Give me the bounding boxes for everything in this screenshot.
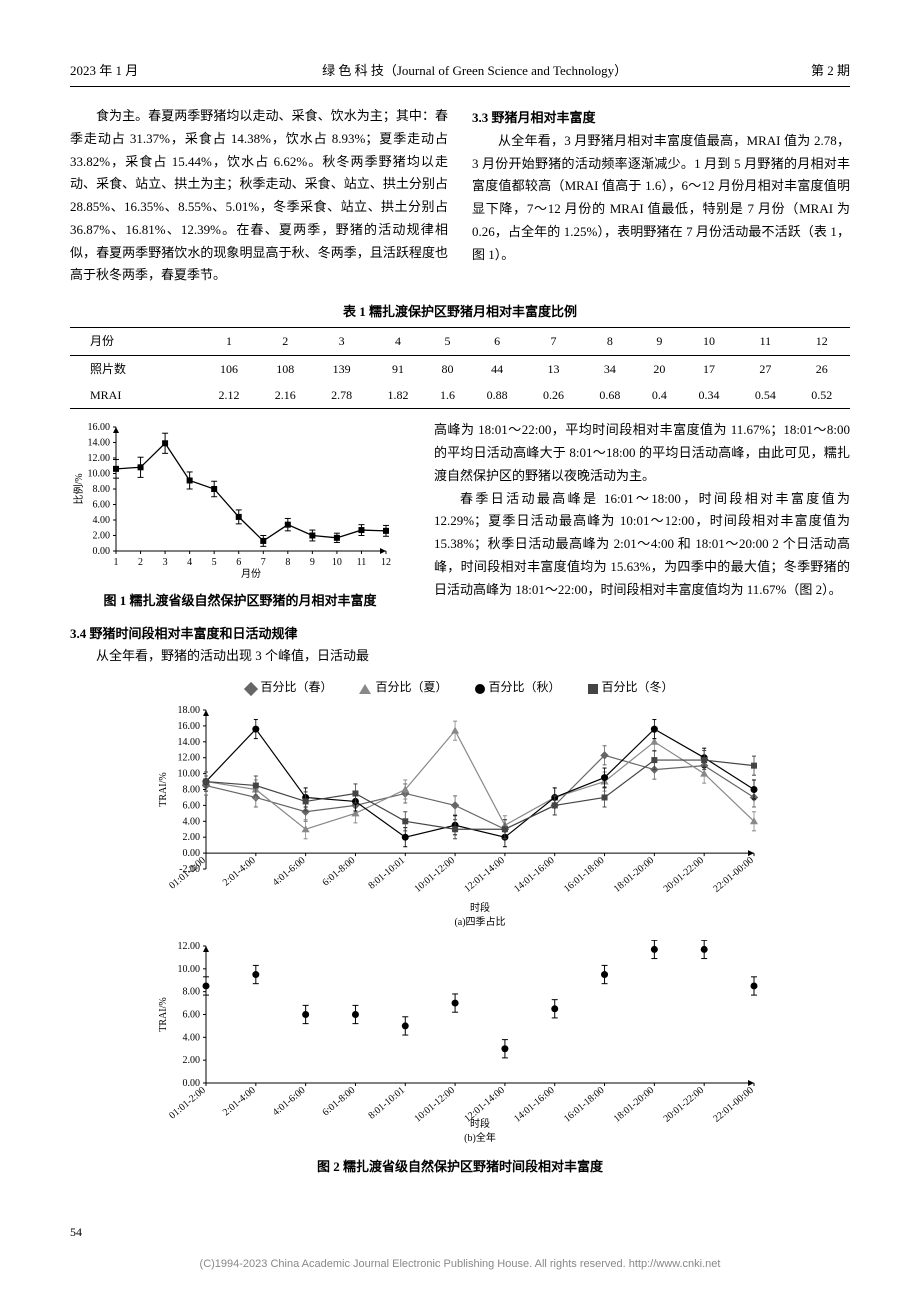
svg-text:18:01-20:00: 18:01-20:00	[612, 1085, 657, 1125]
svg-text:8:01-10:01: 8:01-10:01	[367, 1085, 408, 1122]
svg-text:8.00: 8.00	[93, 484, 111, 495]
left-p1: 食为主。春夏两季野猪均以走动、采食、饮水为主；其中：春季走动占 31.37%，采…	[70, 105, 448, 287]
svg-text:12: 12	[381, 557, 391, 568]
sec-3-3-title: 3.3 野猪月相对丰富度	[472, 107, 850, 130]
svg-text:6:01-8:00: 6:01-8:00	[321, 1085, 358, 1118]
svg-text:18:01-20:00: 18:01-20:00	[612, 855, 657, 895]
sec-3-4-title: 3.4 野猪时间段相对丰富度和日活动规律	[70, 623, 410, 645]
svg-text:2:01-4:00: 2:01-4:00	[221, 855, 258, 888]
svg-text:4:01-6:00: 4:01-6:00	[271, 855, 308, 888]
svg-text:22:01-00:00: 22:01-00:00	[711, 1085, 756, 1125]
svg-text:10:01-12:00: 10:01-12:00	[412, 1085, 457, 1125]
right-column: 3.3 野猪月相对丰富度 从全年看，3 月野猪月相对丰富度值最高，MRAI 值为…	[472, 105, 850, 287]
svg-text:16:01-18:00: 16:01-18:00	[562, 855, 607, 895]
svg-text:3: 3	[163, 557, 168, 568]
svg-text:01:01-2:00: 01:01-2:00	[167, 1085, 208, 1122]
fig2-legend: 百分比（春） 百分比（夏） 百分比（秋） 百分比（冬）	[70, 677, 850, 697]
svg-text:6.00: 6.00	[183, 800, 201, 811]
svg-text:6:01-8:00: 6:01-8:00	[321, 855, 358, 888]
svg-text:2: 2	[138, 557, 143, 568]
fig1-caption: 图 1 糯扎渡省级自然保护区野猪的月相对丰富度	[70, 590, 410, 612]
svg-text:12:01-14:00: 12:01-14:00	[462, 855, 507, 895]
svg-text:22:01-00:00: 22:01-00:00	[711, 855, 756, 895]
svg-text:01:01-2:00: 01:01-2:00	[167, 855, 208, 892]
sec34-right-p1: 高峰为 18:01～22:00，平均时间段相对丰富度值为 11.67%；18:0…	[434, 419, 850, 487]
svg-text:10.00: 10.00	[178, 768, 201, 779]
svg-text:9: 9	[310, 557, 315, 568]
svg-text:4:01-6:00: 4:01-6:00	[271, 1085, 308, 1118]
svg-text:4.00: 4.00	[183, 1032, 201, 1043]
figure-1: 0.00 2.00 4.00 6.00 8.00 10.00 12.00 14.00 16.00…	[70, 419, 410, 586]
svg-text:20:01-22:00: 20:01-22:00	[662, 855, 707, 895]
svg-text:16.00: 16.00	[178, 721, 201, 732]
svg-text:4.00: 4.00	[93, 515, 111, 526]
svg-text:14:01-16:00: 14:01-16:00	[512, 1085, 557, 1125]
svg-text:10.00: 10.00	[88, 469, 111, 480]
svg-text:TRAI/%: TRAI/%	[158, 772, 169, 806]
svg-text:8: 8	[285, 557, 290, 568]
svg-text:14.00: 14.00	[88, 438, 111, 449]
sec34-left-p: 从全年看，野猪的活动出现 3 个峰值，日活动最	[70, 645, 410, 668]
svg-text:11: 11	[357, 557, 367, 568]
svg-text:0.00: 0.00	[93, 546, 111, 557]
fig2-caption: 图 2 糯扎渡省级自然保护区野猪时间段相对丰富度	[150, 1156, 770, 1178]
svg-text:4.00: 4.00	[183, 816, 201, 827]
svg-text:时段: 时段	[470, 901, 490, 914]
svg-text:16.00: 16.00	[88, 422, 111, 433]
svg-text:7: 7	[261, 557, 266, 568]
svg-text:14.00: 14.00	[178, 737, 201, 748]
svg-text:14:01-16:00: 14:01-16:00	[512, 855, 557, 895]
page-header: 2023 年 1 月 绿 色 科 技（Journal of Green Scie…	[70, 60, 850, 87]
svg-text:6.00: 6.00	[93, 500, 111, 511]
svg-text:8:01-10:01: 8:01-10:01	[367, 855, 408, 892]
table1: 月份123456789101112照片数10610813991804413342…	[70, 327, 850, 409]
svg-text:10: 10	[332, 557, 342, 568]
left-column: 食为主。春夏两季野猪均以走动、采食、饮水为主；其中：春季走动占 31.37%，采…	[70, 105, 448, 287]
svg-text:10.00: 10.00	[178, 964, 201, 975]
svg-text:TRAI/%: TRAI/%	[158, 997, 169, 1031]
svg-text:5: 5	[212, 557, 217, 568]
table1-caption: 表 1 糯扎渡保护区野猪月相对丰富度比例	[70, 301, 850, 323]
svg-text:2.00: 2.00	[183, 1055, 201, 1066]
footer: (C)1994-2023 China Academic Journal Elec…	[0, 1255, 920, 1274]
svg-text:2.00: 2.00	[183, 832, 201, 843]
svg-text:4: 4	[187, 557, 192, 568]
figure-2a: -2.000.002.004.006.008.0010.0012.0014.00…	[150, 704, 770, 936]
svg-text:12.00: 12.00	[88, 453, 111, 464]
svg-text:(b)全年: (b)全年	[464, 1131, 496, 1144]
svg-text:6.00: 6.00	[183, 1009, 201, 1020]
svg-text:18.00: 18.00	[178, 705, 201, 716]
svg-text:12.00: 12.00	[178, 752, 201, 763]
svg-text:8.00: 8.00	[183, 784, 201, 795]
svg-text:8.00: 8.00	[183, 987, 201, 998]
svg-text:月份: 月份	[241, 568, 261, 579]
right-p1: 从全年看，3 月野猪月相对丰富度值最高，MRAI 值为 2.78，3 月份开始野…	[472, 130, 850, 267]
page-number: 54	[70, 1222, 82, 1242]
right-continue: 高峰为 18:01～22:00，平均时间段相对丰富度值为 11.67%；18:0…	[434, 419, 850, 667]
svg-text:10:01-12:00: 10:01-12:00	[412, 855, 457, 895]
svg-text:1: 1	[114, 557, 119, 568]
svg-text:12.00: 12.00	[178, 941, 201, 952]
svg-text:时段: 时段	[470, 1117, 490, 1130]
svg-text:16:01-18:00: 16:01-18:00	[562, 1085, 607, 1125]
svg-text:(a)四季占比: (a)四季占比	[454, 915, 505, 928]
svg-text:6: 6	[236, 557, 241, 568]
header-center: 绿 色 科 技（Journal of Green Science and Tec…	[322, 60, 627, 82]
svg-text:20:01-22:00: 20:01-22:00	[662, 1085, 707, 1125]
svg-text:2:01-4:00: 2:01-4:00	[221, 1085, 258, 1118]
sec34-right-p2: 春季日活动最高峰是 16:01～18:00，时间段相对丰富度值为 12.29%；…	[434, 488, 850, 602]
header-left: 2023 年 1 月	[70, 60, 138, 82]
figure-2b: 0.002.004.006.008.0010.0012.0001:01-2:00…	[150, 940, 770, 1152]
svg-text:2.00: 2.00	[93, 531, 111, 542]
header-right: 第 2 期	[811, 60, 850, 82]
svg-text:比例/%: 比例/%	[72, 474, 85, 505]
